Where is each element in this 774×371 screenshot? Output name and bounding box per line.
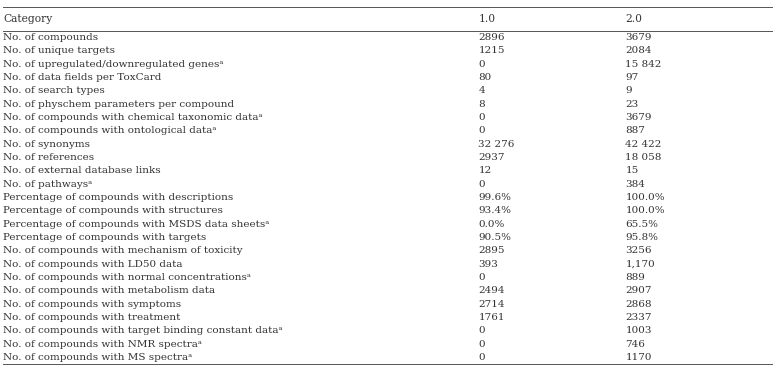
Text: 746: 746 xyxy=(625,340,646,349)
Text: 2895: 2895 xyxy=(478,246,505,256)
Text: 9: 9 xyxy=(625,86,632,95)
Text: 100.0%: 100.0% xyxy=(625,207,665,216)
Text: No. of compounds with ontological dataᵃ: No. of compounds with ontological dataᵃ xyxy=(3,127,217,135)
Text: 32 276: 32 276 xyxy=(478,140,515,149)
Text: No. of data fields per ToxCard: No. of data fields per ToxCard xyxy=(3,73,162,82)
Text: Percentage of compounds with descriptions: Percentage of compounds with description… xyxy=(3,193,233,202)
Text: 1215: 1215 xyxy=(478,46,505,56)
Text: No. of pathwaysᵃ: No. of pathwaysᵃ xyxy=(3,180,92,189)
Text: 12: 12 xyxy=(478,167,491,175)
Text: No. of compounds with mechanism of toxicity: No. of compounds with mechanism of toxic… xyxy=(3,246,243,256)
Text: No. of compounds with metabolism data: No. of compounds with metabolism data xyxy=(3,286,215,295)
Text: 99.6%: 99.6% xyxy=(478,193,512,202)
Text: 0.0%: 0.0% xyxy=(478,220,505,229)
Text: 3679: 3679 xyxy=(625,113,652,122)
Text: No. of compounds with normal concentrationsᵃ: No. of compounds with normal concentrati… xyxy=(3,273,251,282)
Text: No. of synonyms: No. of synonyms xyxy=(3,140,90,149)
Text: 2084: 2084 xyxy=(625,46,652,56)
Text: 2494: 2494 xyxy=(478,286,505,295)
Text: 1003: 1003 xyxy=(625,326,652,335)
Text: 3679: 3679 xyxy=(625,33,652,42)
Text: 2937: 2937 xyxy=(478,153,505,162)
Text: 2714: 2714 xyxy=(478,300,505,309)
Text: 1761: 1761 xyxy=(478,313,505,322)
Text: No. of compounds with MS spectraᵃ: No. of compounds with MS spectraᵃ xyxy=(3,353,193,362)
Text: 2868: 2868 xyxy=(625,300,652,309)
Text: 0: 0 xyxy=(478,273,485,282)
Text: No. of unique targets: No. of unique targets xyxy=(3,46,115,56)
Text: 1.0: 1.0 xyxy=(478,14,495,24)
Text: 889: 889 xyxy=(625,273,646,282)
Text: 95.8%: 95.8% xyxy=(625,233,659,242)
Text: 8: 8 xyxy=(478,100,485,109)
Text: No. of compounds with treatment: No. of compounds with treatment xyxy=(3,313,180,322)
Text: 3256: 3256 xyxy=(625,246,652,256)
Text: No. of external database links: No. of external database links xyxy=(3,167,161,175)
Text: 4: 4 xyxy=(478,86,485,95)
Text: 42 422: 42 422 xyxy=(625,140,662,149)
Text: 23: 23 xyxy=(625,100,639,109)
Text: 15: 15 xyxy=(625,167,639,175)
Text: 2896: 2896 xyxy=(478,33,505,42)
Text: 887: 887 xyxy=(625,127,646,135)
Text: 393: 393 xyxy=(478,260,498,269)
Text: 0: 0 xyxy=(478,353,485,362)
Text: 1170: 1170 xyxy=(625,353,652,362)
Text: 65.5%: 65.5% xyxy=(625,220,659,229)
Text: 80: 80 xyxy=(478,73,491,82)
Text: 2.0: 2.0 xyxy=(625,14,642,24)
Text: No. of references: No. of references xyxy=(3,153,94,162)
Text: No. of compounds with NMR spectraᵃ: No. of compounds with NMR spectraᵃ xyxy=(3,340,202,349)
Text: 0: 0 xyxy=(478,60,485,69)
Text: 2907: 2907 xyxy=(625,286,652,295)
Text: 100.0%: 100.0% xyxy=(625,193,665,202)
Text: No. of physchem parameters per compound: No. of physchem parameters per compound xyxy=(3,100,235,109)
Text: No. of compounds with LD50 data: No. of compounds with LD50 data xyxy=(3,260,183,269)
Text: 0: 0 xyxy=(478,127,485,135)
Text: 1,170: 1,170 xyxy=(625,260,655,269)
Text: Percentage of compounds with structures: Percentage of compounds with structures xyxy=(3,207,223,216)
Text: No. of compounds with target binding constant dataᵃ: No. of compounds with target binding con… xyxy=(3,326,283,335)
Text: 18 058: 18 058 xyxy=(625,153,662,162)
Text: No. of search types: No. of search types xyxy=(3,86,104,95)
Text: 97: 97 xyxy=(625,73,639,82)
Text: 0: 0 xyxy=(478,180,485,189)
Text: Percentage of compounds with targets: Percentage of compounds with targets xyxy=(3,233,207,242)
Text: 15 842: 15 842 xyxy=(625,60,662,69)
Text: 0: 0 xyxy=(478,340,485,349)
Text: No. of compounds with chemical taxonomic dataᵃ: No. of compounds with chemical taxonomic… xyxy=(3,113,262,122)
Text: No. of upregulated/downregulated genesᵃ: No. of upregulated/downregulated genesᵃ xyxy=(3,60,224,69)
Text: 93.4%: 93.4% xyxy=(478,207,512,216)
Text: 0: 0 xyxy=(478,113,485,122)
Text: Category: Category xyxy=(3,14,53,24)
Text: No. of compounds: No. of compounds xyxy=(3,33,98,42)
Text: 2337: 2337 xyxy=(625,313,652,322)
Text: 90.5%: 90.5% xyxy=(478,233,512,242)
Text: No. of compounds with symptoms: No. of compounds with symptoms xyxy=(3,300,181,309)
Text: Percentage of compounds with MSDS data sheetsᵃ: Percentage of compounds with MSDS data s… xyxy=(3,220,269,229)
Text: 384: 384 xyxy=(625,180,646,189)
Text: 0: 0 xyxy=(478,326,485,335)
